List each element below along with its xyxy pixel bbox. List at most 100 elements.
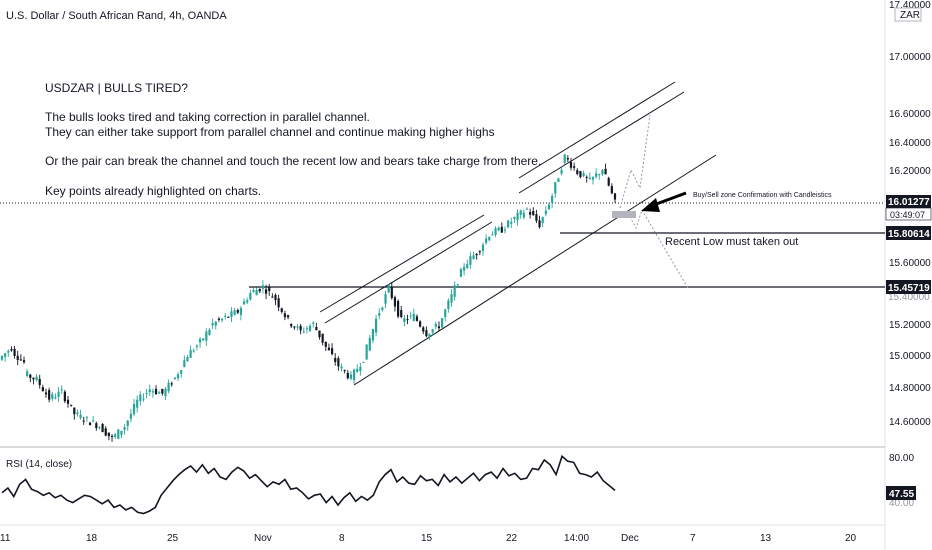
candle <box>459 267 463 278</box>
candle <box>441 317 444 329</box>
candle <box>415 314 419 322</box>
candle <box>73 407 76 420</box>
candlestick-series <box>0 153 617 442</box>
candle <box>598 173 601 180</box>
candle <box>0 355 4 361</box>
candle <box>44 388 48 398</box>
candle <box>591 176 595 185</box>
candle <box>158 390 161 394</box>
note-line-2: They can either take support from parall… <box>45 125 495 139</box>
candle <box>195 344 199 351</box>
channel-early-line-2[interactable] <box>324 221 493 324</box>
candle <box>217 316 221 322</box>
candle <box>613 192 617 204</box>
candle <box>604 163 607 175</box>
last-price-value: 16.01277 <box>888 197 930 208</box>
candle <box>142 393 145 402</box>
candle <box>63 389 66 404</box>
candle <box>337 356 340 371</box>
candle <box>374 314 378 337</box>
buy-sell-zone[interactable] <box>612 211 636 218</box>
candle <box>189 345 192 358</box>
rsi-label[interactable]: RSI (14, close) <box>6 459 72 470</box>
candle <box>541 216 544 228</box>
candle <box>114 432 117 439</box>
candle <box>485 234 488 245</box>
candle <box>92 415 95 423</box>
candle <box>576 168 579 176</box>
candle <box>101 423 104 433</box>
currency-badge[interactable] <box>894 7 922 22</box>
price-tick-label: 14.80000 <box>889 383 931 394</box>
channel-lower-line[interactable] <box>353 154 717 386</box>
idea-notes: USDZAR | BULLS TIRED? The bulls looks ti… <box>45 81 541 198</box>
channel-upper-line-1[interactable] <box>518 81 676 179</box>
candle <box>478 250 481 256</box>
candle <box>148 384 151 396</box>
symbol-title[interactable]: U.S. Dollar / South African Rand, 4h, OA… <box>6 10 227 22</box>
rsi-value-badge <box>886 486 916 500</box>
candle <box>167 379 170 394</box>
candle <box>551 193 554 208</box>
candle <box>183 355 186 368</box>
candle <box>51 391 54 402</box>
candle <box>29 373 32 383</box>
candle <box>343 369 346 374</box>
candle <box>529 208 532 219</box>
candle <box>573 162 576 171</box>
candle <box>205 328 208 346</box>
candle <box>393 295 397 312</box>
candle <box>330 343 334 356</box>
candle <box>32 377 35 385</box>
candle <box>7 349 10 357</box>
candle <box>349 371 353 381</box>
candle <box>161 388 164 396</box>
candle <box>466 259 469 269</box>
candle <box>192 348 195 353</box>
channel-early-line-1[interactable] <box>319 214 485 313</box>
parallel-channels[interactable] <box>319 81 717 386</box>
candle <box>88 422 92 426</box>
rsi-line <box>1 454 616 515</box>
candle <box>173 377 176 380</box>
candle <box>123 424 126 435</box>
candle <box>579 170 582 179</box>
candle <box>544 206 547 217</box>
candle <box>497 226 500 232</box>
time-axis[interactable]: 11 18 25 Nov 8 15 22 14:00 Dec 7 13 20 <box>0 533 857 544</box>
candle <box>290 323 293 329</box>
channel-upper-line-2[interactable] <box>518 91 685 194</box>
candle <box>450 289 453 307</box>
buy-sell-zone-label: Buy/Sell zone Confirmation with Candleis… <box>693 192 832 199</box>
candle <box>595 168 598 179</box>
candle <box>145 388 148 399</box>
candle <box>535 209 538 224</box>
candle <box>139 391 142 406</box>
candle <box>299 323 302 335</box>
candle <box>95 421 98 431</box>
time-tick-label: Nov <box>254 533 272 544</box>
candle <box>35 374 38 382</box>
candle <box>13 345 16 359</box>
price-axis[interactable]: 17.40000 ZAR <box>884 0 931 550</box>
candle <box>315 322 318 331</box>
candle <box>566 155 569 163</box>
bearish-projection <box>627 208 689 289</box>
candle <box>264 284 268 300</box>
candle <box>117 428 120 440</box>
candle <box>400 305 403 319</box>
candle <box>516 209 519 226</box>
candle <box>522 209 525 220</box>
candle <box>258 288 261 294</box>
candle <box>469 251 472 270</box>
candle <box>16 350 19 366</box>
candle <box>569 157 573 171</box>
candle <box>525 207 529 210</box>
price-tick-label: 17.00000 <box>889 52 931 63</box>
candle <box>453 281 456 301</box>
price-tick-label: 16.60000 <box>889 109 931 120</box>
candle <box>582 170 585 178</box>
candle <box>412 308 415 322</box>
price-tick-labels: 17.00000 16.60000 16.40000 16.20000 15.60000… <box>889 52 931 428</box>
